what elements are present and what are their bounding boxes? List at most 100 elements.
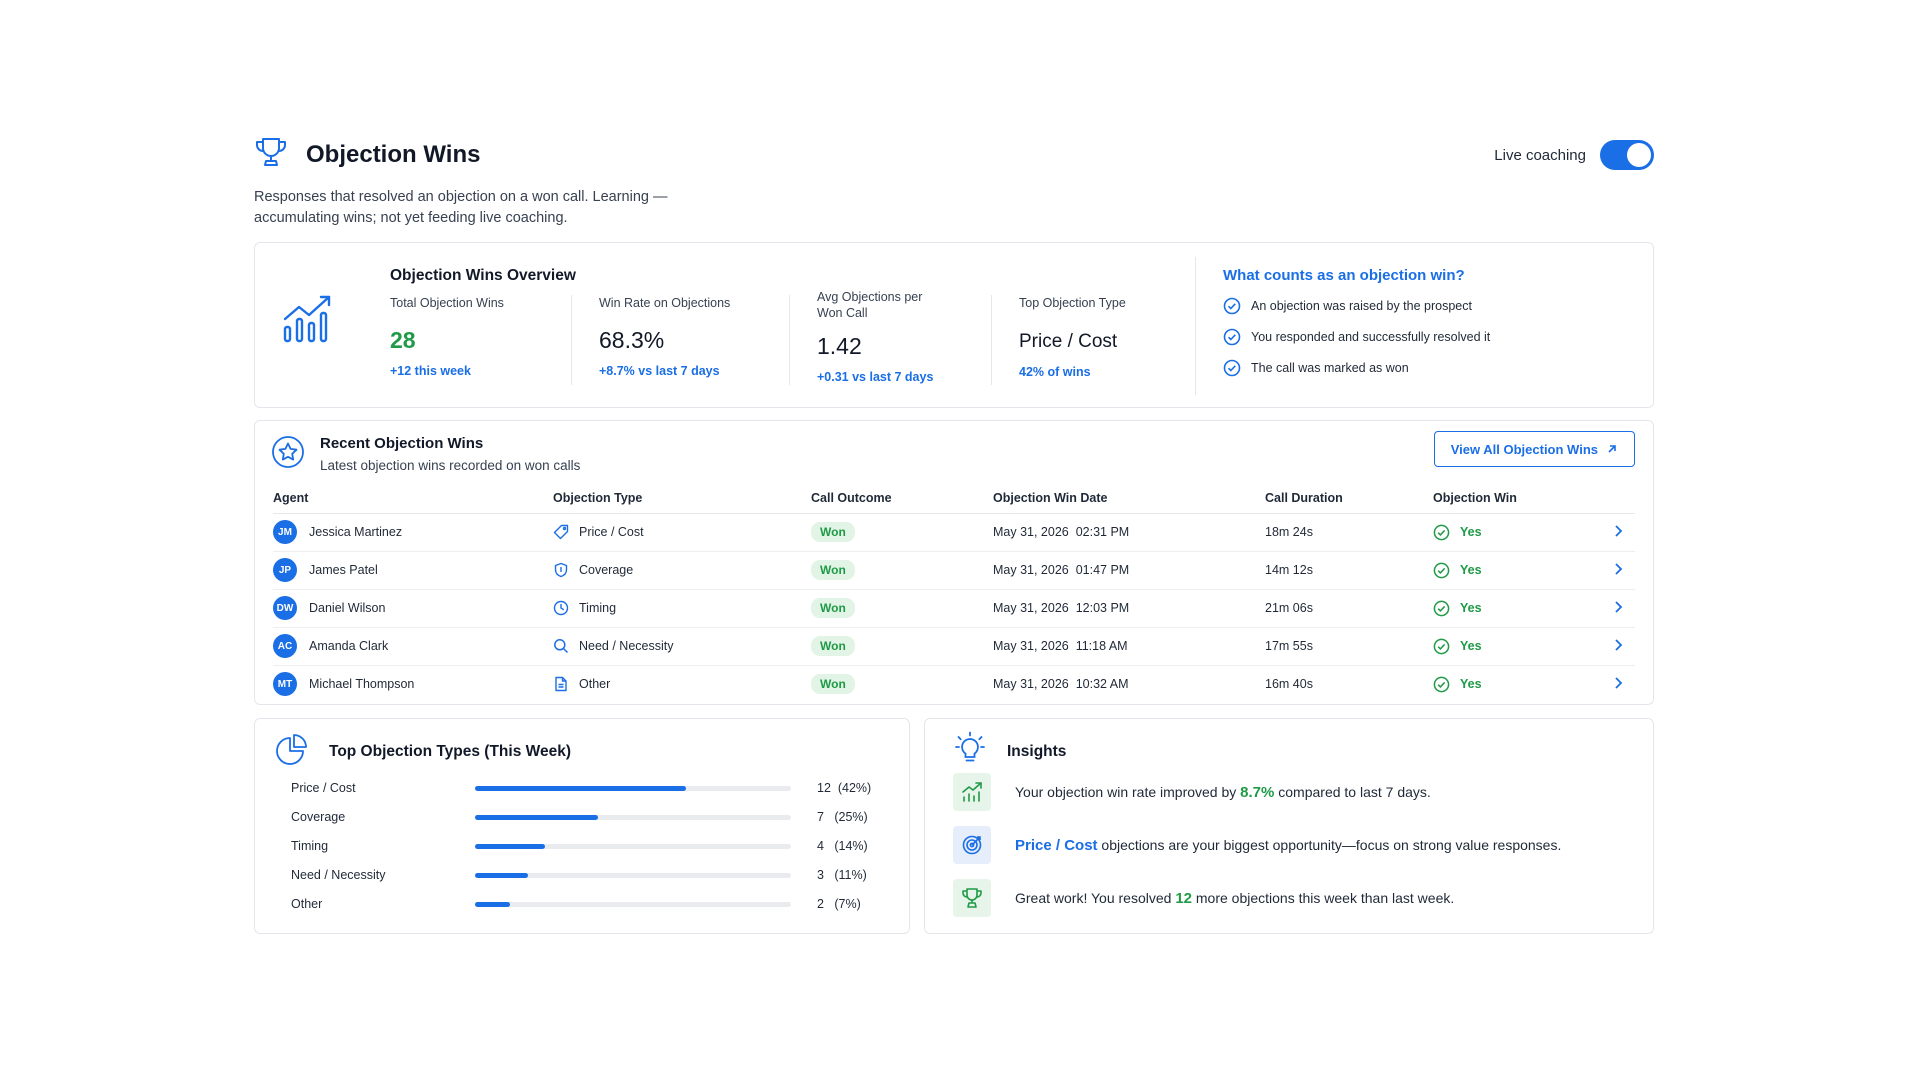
- bar-track: [475, 785, 791, 791]
- clock-icon: [553, 600, 569, 616]
- type-value: 12 (42%): [817, 781, 872, 795]
- what-counts-item: The call was marked as won: [1223, 359, 1490, 377]
- metric-avg-objections: Avg Objections per Won Call 1.42 +0.31 v…: [817, 289, 947, 384]
- type-value: 2 (7%): [817, 897, 861, 911]
- metric-top-type: Top Objection Type Price / Cost 42% of w…: [1019, 295, 1179, 379]
- call-duration: 14m 12s: [1265, 551, 1433, 590]
- document-icon: [555, 677, 567, 692]
- trophy-icon: [962, 888, 982, 908]
- check-circle-icon: [1223, 359, 1241, 377]
- win-date: May 31, 2026 11:18 AM: [993, 627, 1265, 666]
- check-circle-icon: [1433, 562, 1450, 578]
- type-label: Need / Necessity: [291, 868, 386, 882]
- chart-up-icon: [962, 782, 982, 802]
- table-row[interactable]: MT Michael Thompson Other Won May 31, 202…: [273, 665, 1635, 703]
- insight-text: Your objection win rate improved by 8.7%…: [1015, 783, 1431, 801]
- objection-type: Coverage: [579, 563, 634, 577]
- recent-subtitle: Latest objection wins recorded on won ca…: [320, 458, 581, 473]
- insight-highlight: 12: [1175, 889, 1192, 907]
- shield-icon: [554, 562, 568, 578]
- check-circle-icon: [1223, 297, 1241, 315]
- table-row[interactable]: JP James Patel Coverage Won May 31, 2026 …: [273, 551, 1635, 590]
- what-counts-item: An objection was raised by the prospect: [1223, 297, 1490, 315]
- chevron-right-icon[interactable]: [1613, 676, 1623, 690]
- bar-track: [475, 814, 791, 820]
- table-header-row: Agent Objection Type Call Outcome Object…: [273, 483, 1635, 514]
- objection-win-value: Yes: [1460, 563, 1482, 577]
- avatar: JP: [273, 558, 297, 582]
- bar-track: [475, 843, 791, 849]
- what-counts-panel: What counts as an objection win? An obje…: [1223, 267, 1490, 377]
- live-coaching-toggle[interactable]: [1600, 140, 1654, 170]
- chevron-right-icon[interactable]: [1613, 524, 1623, 538]
- agent-name: Daniel Wilson: [309, 601, 386, 615]
- check-circle-icon: [1433, 600, 1450, 616]
- what-counts-text: You responded and successfully resolved …: [1251, 330, 1491, 344]
- chevron-right-icon[interactable]: [1613, 638, 1623, 652]
- top-types-title: Top Objection Types (This Week): [329, 743, 571, 760]
- metric-value: Price / Cost: [1019, 331, 1118, 352]
- win-date: May 31, 2026 01:47 PM: [993, 551, 1265, 590]
- recent-title: Recent Objection Wins: [320, 435, 484, 452]
- recent-wins-table: Agent Objection Type Call Outcome Object…: [273, 483, 1635, 703]
- call-duration: 16m 40s: [1265, 677, 1313, 692]
- status-badge: Won: [811, 598, 855, 618]
- view-all-button[interactable]: View All Objection Wins: [1433, 431, 1635, 467]
- metric-value: 68.3%: [599, 327, 665, 353]
- objection-type: Need / Necessity: [579, 639, 674, 653]
- page-header: Objection Wins Responses that resolved a…: [254, 136, 1654, 232]
- table-row[interactable]: DW Daniel Wilson Timing Won May 31, 2026 …: [273, 589, 1635, 628]
- type-bar-row: Need / Necessity 3 (11%): [291, 868, 877, 882]
- what-counts-text: An objection was raised by the prospect: [1251, 299, 1472, 313]
- column-header: Objection Type: [553, 483, 811, 514]
- type-label: Other: [291, 897, 323, 911]
- insights-card: Insights Your objection win rate improve…: [924, 718, 1654, 934]
- metric-delta: +0.31 vs last 7 days: [817, 370, 934, 384]
- insights-title: Insights: [1007, 743, 1067, 760]
- metric-delta: +8.7% vs last 7 days: [599, 364, 720, 378]
- call-duration: 21m 06s: [1265, 589, 1433, 628]
- insight-icon-box: [953, 826, 991, 864]
- type-label: Timing: [291, 839, 329, 853]
- metric-value: 1.42: [817, 333, 862, 359]
- chart-trend-icon: [281, 289, 337, 350]
- agent-name: Jessica Martinez: [309, 525, 403, 539]
- column-header: Call Duration: [1265, 483, 1433, 514]
- table-row[interactable]: AC Amanda Clark Need / Necessity Won May …: [273, 627, 1635, 666]
- metric-label: Avg Objections per Won Call: [817, 290, 923, 320]
- what-counts-text: The call was marked as won: [1251, 361, 1409, 375]
- insight-text: Great work! You resolved 12 more objecti…: [1015, 889, 1455, 907]
- type-label: Price / Cost: [291, 781, 356, 795]
- call-duration: 18m 24s: [1265, 513, 1433, 552]
- insight-item: Great work! You resolved 12 more objecti…: [953, 879, 1454, 917]
- trophy-icon: [254, 136, 288, 173]
- avatar: MT: [273, 672, 297, 697]
- column-header: Agent: [273, 483, 553, 514]
- call-duration: 17m 55s: [1265, 627, 1433, 666]
- metric-delta: +12 this week: [390, 364, 471, 378]
- top-objection-types-card: Top Objection Types (This Week) Price / …: [254, 718, 910, 934]
- bar-fill: [475, 785, 686, 791]
- check-circle-icon: [1223, 328, 1241, 346]
- chevron-right-icon[interactable]: [1613, 600, 1623, 614]
- status-badge: Won: [811, 674, 855, 695]
- type-bar-row: Timing 4 (14%): [291, 839, 877, 853]
- recent-wins-card: Recent Objection Wins Latest objection w…: [254, 420, 1654, 705]
- metric-total-wins: Total Objection Wins 28 +12 this week: [390, 295, 560, 378]
- insight-item: Your objection win rate improved by 8.7%…: [953, 773, 1431, 811]
- objection-type: Other: [579, 677, 611, 692]
- chevron-right-icon[interactable]: [1613, 562, 1623, 576]
- objection-type: Timing: [579, 601, 617, 615]
- check-circle-icon: [1433, 524, 1450, 540]
- what-counts-title: What counts as an objection win?: [1223, 267, 1465, 284]
- type-value: 7 (25%): [817, 810, 868, 824]
- metric-value: 28: [390, 327, 416, 353]
- bar-fill: [475, 901, 511, 907]
- target-icon: [962, 835, 982, 855]
- external-arrow-icon: [1608, 445, 1616, 453]
- table-row[interactable]: JM Jessica Martinez Price / Cost Won May …: [273, 513, 1635, 552]
- overview-card: Objection Wins Overview Total Objection …: [254, 242, 1654, 408]
- live-coaching-control: Live coaching: [1494, 140, 1654, 170]
- search-icon: [554, 639, 569, 654]
- type-label: Coverage: [291, 810, 346, 824]
